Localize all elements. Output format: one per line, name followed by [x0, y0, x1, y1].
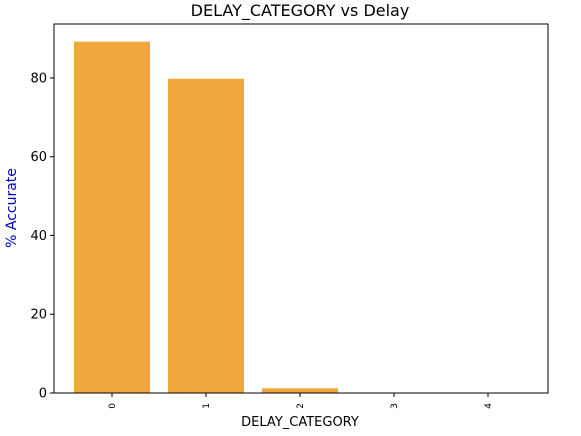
chart-title: DELAY_CATEGORY vs Delay — [191, 1, 410, 21]
x-ticks-layer: 0 1 2 3 4 — [108, 393, 494, 409]
y-axis-label: % Accurate — [4, 168, 20, 248]
x-tick-label-3: 3 — [390, 403, 400, 409]
x-tick-label-2: 2 — [296, 403, 306, 409]
x-axis-label: DELAY_CATEGORY — [241, 415, 359, 430]
y-tick-label-0: 0 — [39, 387, 47, 402]
plot-frame — [53, 23, 549, 394]
y-tick-label-80: 80 — [30, 71, 47, 86]
bar-2 — [262, 388, 338, 393]
bar-0 — [74, 41, 150, 394]
y-tick-label-20: 20 — [30, 308, 47, 323]
bars-layer — [74, 41, 338, 394]
y-ticks-layer: 0 20 40 60 80 — [30, 71, 54, 402]
y-tick-label-40: 40 — [30, 229, 47, 244]
x-tick-label-0: 0 — [108, 403, 118, 409]
x-tick-label-1: 1 — [202, 403, 212, 409]
y-tick-label-60: 60 — [30, 150, 47, 165]
bar-1 — [168, 78, 244, 393]
x-tick-label-4: 4 — [484, 403, 494, 409]
